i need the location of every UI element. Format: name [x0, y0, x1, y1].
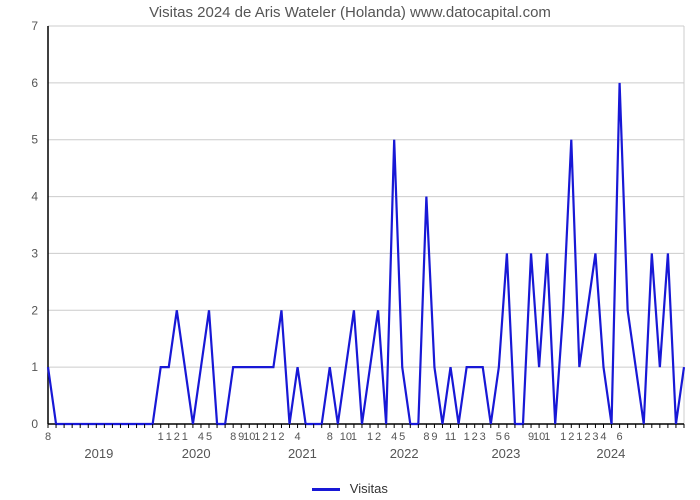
svg-text:6: 6	[504, 431, 510, 443]
svg-text:5: 5	[31, 133, 38, 147]
svg-text:1: 1	[367, 431, 373, 443]
svg-text:1: 1	[464, 431, 470, 443]
svg-text:1: 1	[166, 431, 172, 443]
legend-swatch	[312, 488, 340, 491]
svg-text:2023: 2023	[491, 446, 520, 461]
svg-text:1: 1	[560, 431, 566, 443]
svg-text:4: 4	[391, 431, 397, 443]
svg-text:2022: 2022	[390, 446, 419, 461]
svg-text:8: 8	[230, 431, 236, 443]
svg-text:1: 1	[31, 360, 38, 374]
svg-text:6: 6	[617, 431, 623, 443]
svg-text:2020: 2020	[182, 446, 211, 461]
line-chart: 0123456781121458910121248101124589111235…	[0, 0, 700, 500]
svg-text:8: 8	[327, 431, 333, 443]
svg-text:3: 3	[31, 246, 38, 260]
svg-text:8: 8	[423, 431, 429, 443]
legend: Visitas	[0, 481, 700, 496]
svg-text:7: 7	[31, 19, 38, 33]
svg-text:2: 2	[472, 431, 478, 443]
svg-text:1: 1	[182, 431, 188, 443]
svg-text:1: 1	[270, 431, 276, 443]
svg-text:1: 1	[254, 431, 260, 443]
svg-text:4: 4	[600, 431, 606, 443]
svg-text:2: 2	[262, 431, 268, 443]
svg-text:2019: 2019	[84, 446, 113, 461]
svg-text:1: 1	[158, 431, 164, 443]
svg-text:2: 2	[584, 431, 590, 443]
svg-text:5: 5	[206, 431, 212, 443]
svg-text:4: 4	[31, 190, 38, 204]
svg-text:3: 3	[480, 431, 486, 443]
svg-text:0: 0	[31, 417, 38, 431]
svg-text:2024: 2024	[596, 446, 625, 461]
svg-text:1: 1	[576, 431, 582, 443]
svg-text:4: 4	[295, 431, 301, 443]
svg-text:11: 11	[445, 431, 456, 443]
svg-text:6: 6	[31, 76, 38, 90]
svg-text:5: 5	[496, 431, 502, 443]
svg-text:3: 3	[592, 431, 598, 443]
svg-text:5: 5	[399, 431, 405, 443]
svg-text:8: 8	[45, 431, 51, 443]
svg-text:2: 2	[568, 431, 574, 443]
svg-text:2: 2	[278, 431, 284, 443]
chart-container: Visitas 2024 de Aris Wateler (Holanda) w…	[0, 0, 700, 500]
svg-text:2: 2	[31, 303, 38, 317]
svg-text:2: 2	[375, 431, 381, 443]
svg-text:4: 4	[198, 431, 204, 443]
legend-label: Visitas	[350, 481, 388, 496]
svg-text:1: 1	[351, 431, 357, 443]
svg-text:1: 1	[544, 431, 550, 443]
svg-text:9: 9	[431, 431, 437, 443]
svg-text:2021: 2021	[288, 446, 317, 461]
svg-text:2: 2	[174, 431, 180, 443]
